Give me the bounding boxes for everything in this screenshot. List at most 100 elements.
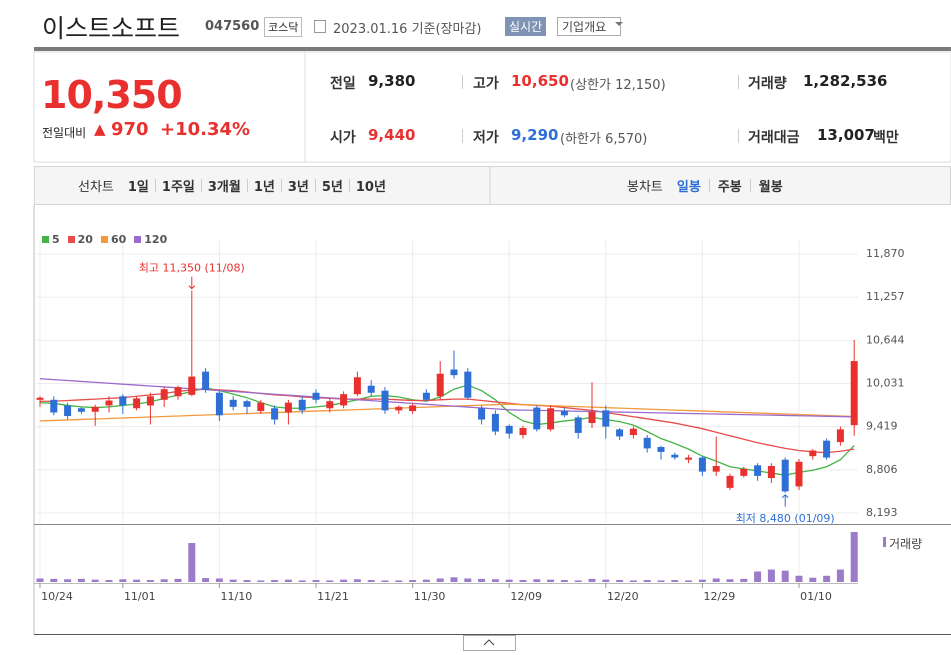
tab-separator [348,179,350,192]
tab-label: 봉차트 [627,180,663,195]
quote-value: 1,282,536 [803,72,888,90]
volume-bar [229,579,237,582]
volume-bar [574,580,582,582]
volume-bar [326,580,334,582]
candle-body [767,466,775,478]
realtime-button[interactable]: 실시간 [505,17,547,36]
period-tab[interactable]: 3개월 [207,180,241,195]
legend-swatch [67,236,75,243]
candle-body [105,400,113,406]
quote-value: 9,380 [368,72,416,90]
volume-bar [340,579,348,582]
period-tab[interactable]: 주봉 [717,180,742,195]
candle-body [547,408,555,430]
candle-body [478,408,486,420]
volume-legend-swatch [883,537,886,547]
candle-body [726,475,734,488]
candle-body [850,361,858,426]
volume-bar [395,580,403,582]
collapse-icon[interactable] [483,639,495,646]
candle-body [229,399,237,407]
volume-bar [781,570,789,582]
candle-body [409,405,417,412]
quote-label: 시가 [330,130,356,146]
x-tick-label: 11/30 [414,590,446,603]
annotation-arrow [188,276,196,290]
x-tick-label: 12/20 [607,590,639,603]
candle-body [91,406,99,412]
x-tick-label: 12/09 [510,590,542,603]
legend: 5 20 60 120 [42,233,167,246]
volume-bar [629,580,637,582]
legend-label: 5 [52,233,60,246]
volume-bar [850,532,858,582]
volume-bar [712,578,720,582]
period-tab[interactable]: 1일 [127,180,149,195]
candle-body [740,468,748,476]
candle-body [671,454,679,458]
dropdown-arrow[interactable] [615,22,623,26]
volume-bar [243,580,251,582]
volume-bar [464,578,472,582]
candle-body [685,457,693,460]
candle-body [823,440,831,458]
collapse-button[interactable] [463,635,516,651]
separator [462,129,463,143]
volume-bar [188,543,196,582]
candle-body [77,408,85,412]
volume-bar [271,580,279,582]
candle-body [188,376,196,395]
candle-body [588,411,596,424]
candle-body [629,428,637,436]
x-tick-label: 01/10 [800,590,832,603]
period-tab[interactable]: 1년 [253,180,275,195]
quote-note: (하한가 6,570) [560,132,648,147]
tab-bar[interactable] [34,166,951,205]
quote-label: 저가 [473,130,499,146]
period-tab[interactable]: 10년 [355,180,386,195]
candle-body [146,396,154,406]
legend-item: 20 [67,233,93,246]
candle-body [312,392,320,400]
period-tab[interactable]: 3년 [287,180,309,195]
candle-body [257,402,265,412]
quote-label: 전일 [330,76,356,92]
volume-bar [560,580,568,582]
title: 이스트소프트 [42,14,181,43]
period-tab[interactable]: 월봉 [758,180,783,195]
legend-item: 5 [42,233,60,246]
period-tab[interactable]: 5년 [321,180,343,195]
y-tick-label: 8,193 [866,506,898,519]
candle-body [519,427,527,436]
candle-tabs: 봉차트 일봉 주봉 월봉 [627,176,783,195]
period-tab[interactable]: 1주일 [161,180,195,195]
annotation-low: 최저 8,480 (01/09) [736,512,835,525]
candle-body [657,446,665,452]
tab-separator [246,179,248,192]
volume-bar [698,579,706,582]
volume-bar [657,580,665,582]
change-rate: +10.34% [160,119,251,140]
volume-bar [50,578,58,582]
volume-bar [740,578,748,582]
candle-body [809,450,817,457]
volume-bar [133,579,141,582]
candle-body [381,390,389,411]
quote-label: 고가 [473,76,499,92]
volume-bar [491,579,499,582]
annotation-arrow [781,494,789,507]
quote-label: 거래대금 [748,130,800,146]
volume-bar [215,578,223,582]
overview-button[interactable]: 기업개요 [557,17,622,36]
candle-body [119,396,127,406]
volume-bar [685,580,693,582]
separator [738,75,739,89]
quote-note: (상한가 12,150) [570,78,666,93]
volume-legend: 거래량 [889,537,923,551]
y-tick-label: 11,870 [866,247,905,260]
period-tab[interactable]: 일봉 [676,180,701,195]
x-tick-label: 10/24 [41,590,73,603]
volume-bar [422,579,430,582]
plot: 11,870 11,257 10,644 10,031 9,419 8,806 8,193 1… [34,240,905,603]
